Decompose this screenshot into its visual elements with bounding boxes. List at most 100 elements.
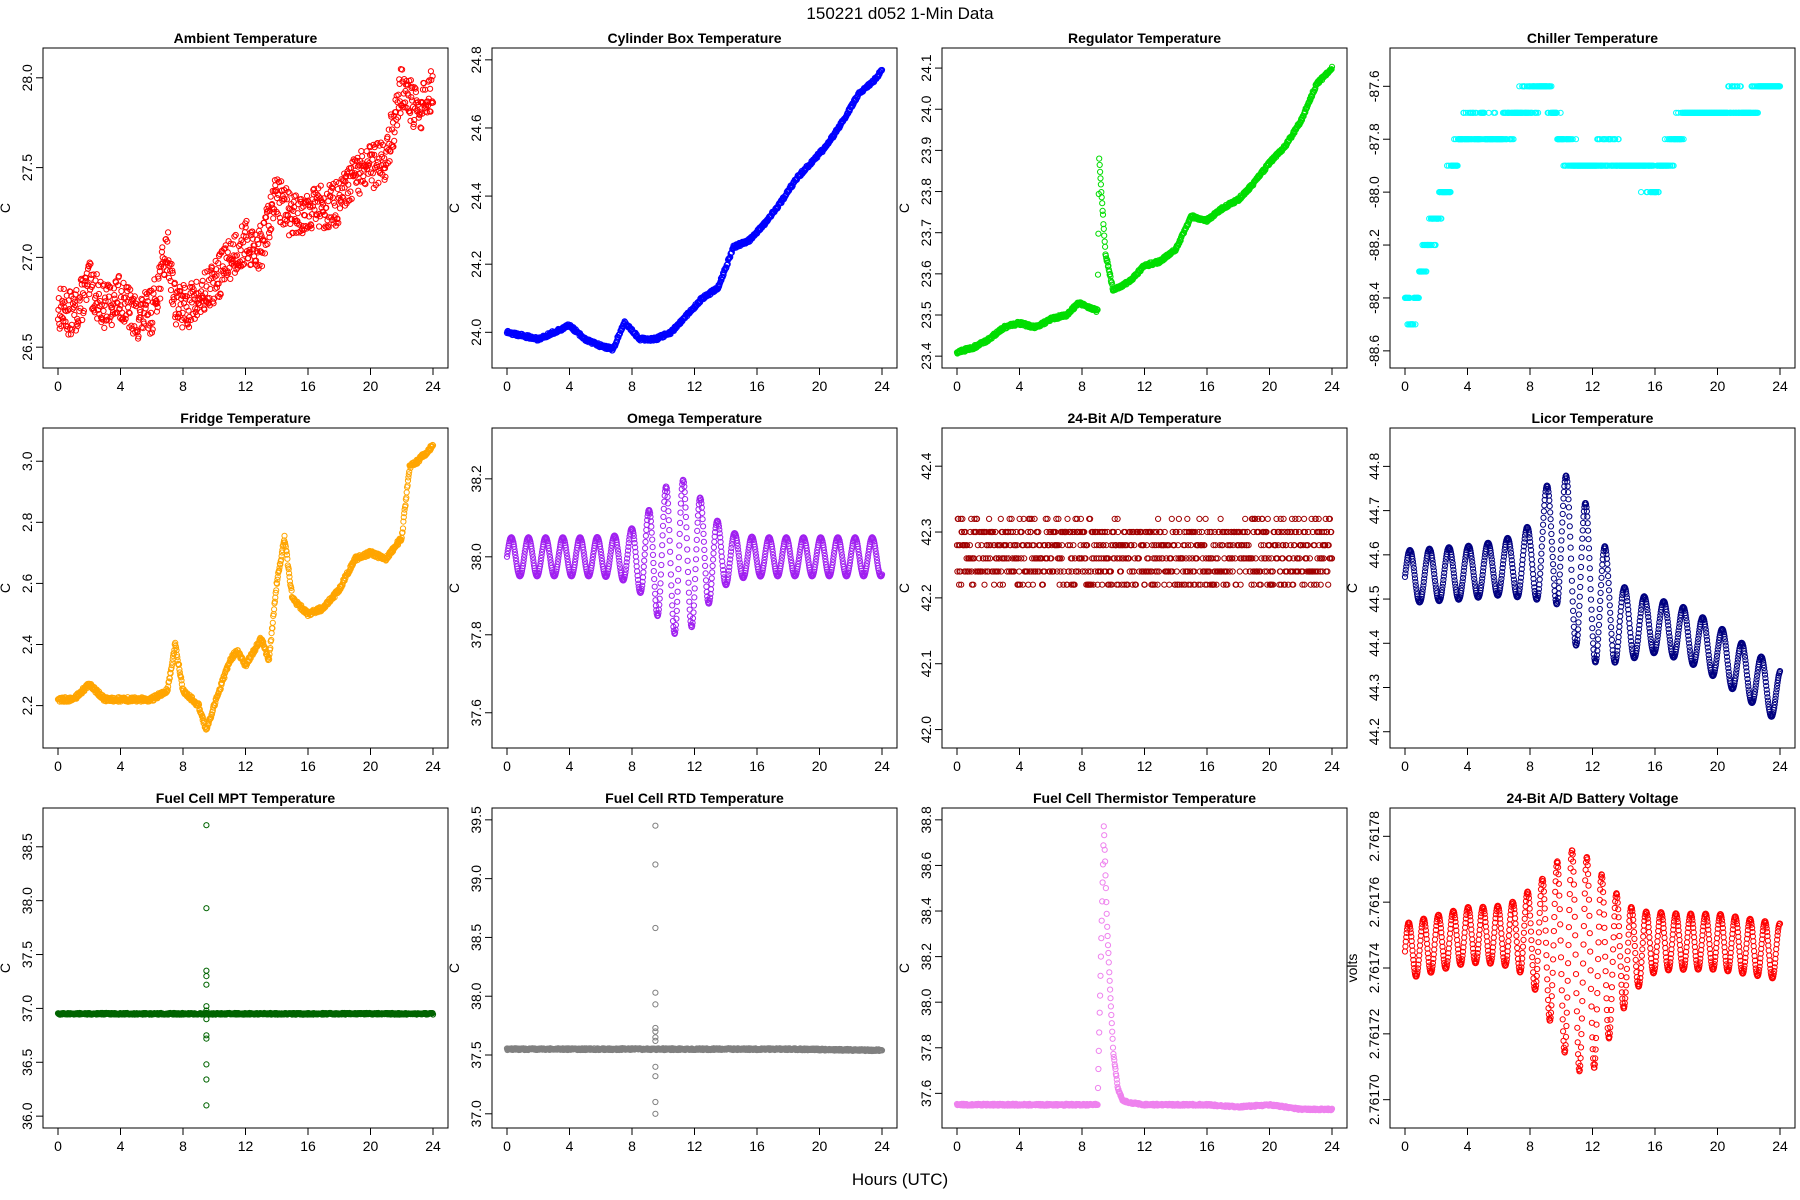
data-point <box>296 221 303 228</box>
data-point <box>69 326 76 333</box>
data-point <box>1607 136 1614 143</box>
data-point <box>381 155 388 162</box>
data-point <box>218 679 225 687</box>
data-point <box>1291 129 1298 136</box>
data-point <box>101 302 108 309</box>
data-point <box>148 329 155 336</box>
data-point <box>178 674 185 681</box>
data-point <box>143 294 150 301</box>
y-tick-label: 23.9 <box>918 137 934 164</box>
plot-frame <box>941 47 1348 369</box>
data-point <box>1099 211 1107 218</box>
data-point <box>339 193 346 201</box>
data-point <box>87 260 94 267</box>
data-point <box>72 291 79 298</box>
data-point <box>308 222 315 229</box>
data-point <box>402 99 409 106</box>
data-point <box>631 536 638 543</box>
data-point <box>1603 136 1610 143</box>
y-tick-label: 38.0 <box>468 543 484 570</box>
panels: Ambient TemperatureC0481216202426.527.02… <box>0 30 1796 1154</box>
data-point <box>382 173 389 180</box>
data-point <box>428 76 435 84</box>
data-point <box>1094 271 1102 278</box>
data-point <box>55 295 62 302</box>
y-tick-label: -88.0 <box>1366 176 1382 208</box>
panel-title: Cylinder Box Temperature <box>607 30 781 46</box>
data-point <box>202 290 209 297</box>
data-point <box>538 552 545 559</box>
data-point <box>1535 109 1542 116</box>
x-tick-label: 4 <box>117 758 125 774</box>
data-point <box>125 304 132 311</box>
data-point <box>384 160 391 167</box>
data-point <box>274 576 281 583</box>
data-point <box>174 657 181 664</box>
data-point <box>258 248 265 255</box>
data-point <box>121 300 128 307</box>
data-point <box>513 557 520 565</box>
data-point <box>113 299 120 306</box>
x-tick-label: 24 <box>1324 378 1340 394</box>
data-point <box>545 545 552 552</box>
data-point <box>278 556 285 563</box>
y-tick-label: 27.0 <box>19 244 35 271</box>
data-point <box>127 286 134 293</box>
data-point <box>597 548 605 556</box>
data-point <box>429 73 436 80</box>
data-point <box>624 555 631 562</box>
data-point <box>106 317 113 324</box>
data-point <box>381 165 389 172</box>
data-point <box>169 659 176 666</box>
y-tick-label: 24.4 <box>468 182 484 209</box>
data-point <box>521 554 528 561</box>
data-point <box>221 276 228 283</box>
plot-frame <box>42 427 449 749</box>
x-tick-label: 20 <box>363 758 379 774</box>
data-point <box>410 121 417 128</box>
data-point <box>1638 189 1645 196</box>
y-tick-label: 2.8 <box>19 512 35 532</box>
panel-title: Ambient Temperature <box>174 30 318 46</box>
data-point <box>405 471 412 478</box>
data-point <box>172 314 179 321</box>
data-point <box>546 550 553 557</box>
data-point <box>623 559 630 566</box>
data-point <box>375 179 382 186</box>
data-point <box>274 573 281 581</box>
y-tick-label: -87.6 <box>1366 70 1382 102</box>
data-point <box>1432 241 1439 249</box>
data-point <box>230 241 237 248</box>
plot-frame <box>42 47 449 369</box>
figure-title: 150221 d052 1-Min Data <box>806 4 994 23</box>
data-point <box>615 554 622 561</box>
x-tick-label: 4 <box>566 378 574 394</box>
data-point <box>159 244 166 251</box>
data-point <box>72 302 79 309</box>
data-point <box>1101 232 1108 239</box>
data-point <box>311 185 318 192</box>
data-point <box>324 223 331 230</box>
data-point <box>145 311 152 318</box>
data-point <box>355 187 362 194</box>
data-point <box>368 177 375 184</box>
data-point <box>402 502 409 509</box>
data-point <box>137 314 144 321</box>
data-point <box>624 551 631 558</box>
data-point <box>151 276 158 283</box>
data-point <box>407 117 414 124</box>
data-point <box>634 572 641 579</box>
data-point <box>140 320 147 327</box>
data-point <box>323 204 330 211</box>
data-point <box>204 724 211 731</box>
data-point <box>269 619 276 626</box>
data-point <box>354 163 361 170</box>
data-point <box>339 185 346 192</box>
data-point <box>108 321 115 329</box>
x-tick-label: 16 <box>300 378 316 394</box>
data-point <box>177 301 184 308</box>
data-point <box>511 546 518 553</box>
data-point <box>340 195 347 202</box>
data-point <box>1667 162 1674 169</box>
data-point <box>598 551 605 559</box>
